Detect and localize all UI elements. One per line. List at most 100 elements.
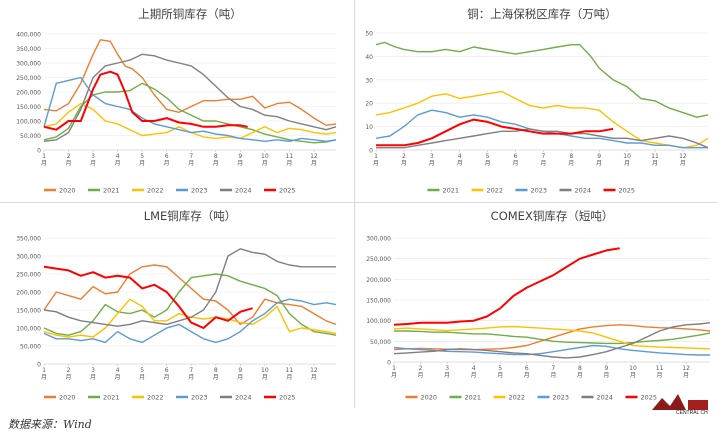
shfe-copper-chart: 上期所铜库存（吨） 0 50,000 100,000 150,000 200,000 250… xyxy=(0,0,352,200)
y-tick-label: 200,000 xyxy=(16,90,41,97)
x-tick-label: 10 月 xyxy=(623,153,631,167)
legend-label-2023: 2023 xyxy=(191,394,208,402)
series-line-2024 xyxy=(376,128,709,149)
comex-copper-chart: COMEX铜库存（短吨） 0 50,000 100,000 150,000 200,000… xyxy=(358,204,717,408)
company-logo-text: CENTRAL CH xyxy=(676,410,708,416)
y-tick-label: 250,000 xyxy=(16,272,41,279)
legend-label-2025: 2025 xyxy=(619,187,636,195)
legend-label-2020: 2020 xyxy=(59,394,76,402)
y-tick-label: 300,000 xyxy=(16,254,41,261)
y-tick-label: 0 xyxy=(369,148,373,155)
y-tick-label: 100,000 xyxy=(16,326,41,333)
legend-label-2021: 2021 xyxy=(103,187,120,195)
series-line-2023 xyxy=(43,298,337,344)
legend-label-2021: 2021 xyxy=(443,187,460,195)
shfe-copper-chart-svg: 上期所铜库存（吨） 0 50,000 100,000 150,000 200,000 250… xyxy=(16,7,337,195)
y-tick-label: 50,000 xyxy=(370,339,391,346)
legend-label-2024: 2024 xyxy=(575,187,592,195)
y-tick-label: 150,000 xyxy=(366,298,391,305)
y-tick-label: 0 xyxy=(37,148,41,155)
y-tick-label: 100,000 xyxy=(16,119,41,126)
legend-label-2021: 2021 xyxy=(465,394,482,402)
y-tick-label: 0 xyxy=(387,360,391,367)
shanghai-bonded-copper-chart: 铜：上海保税区库存（万吨） 0 10 20 30 40 50 1 月 2 月 3 月 4 月 5 月 6 月 7 月 8 月… xyxy=(358,0,717,200)
y-tick-label: 50,000 xyxy=(20,133,41,140)
chart-title: COMEX铜库存（短吨） xyxy=(491,209,614,223)
legend-label-2022: 2022 xyxy=(147,394,164,402)
y-tick-label: 150,000 xyxy=(16,104,41,111)
x-tick-label: 10 月 xyxy=(261,153,269,167)
y-tick-label: 10 xyxy=(365,124,373,131)
series-line-2021 xyxy=(394,330,711,345)
legend-label-2023: 2023 xyxy=(553,394,570,402)
y-tick-label: 300,000 xyxy=(366,236,391,243)
chart-title: LME铜库存（吨） xyxy=(144,209,237,223)
y-tick-label: 400,000 xyxy=(16,32,41,39)
legend-label-2025: 2025 xyxy=(641,394,658,402)
vertical-divider xyxy=(354,0,355,408)
series-line-2020 xyxy=(43,39,337,127)
lme-copper-chart: LME铜库存（吨） 0 50,000 100,000 150,000 200,000 250… xyxy=(0,204,352,408)
series-line-2025 xyxy=(43,265,253,329)
series-line-2023 xyxy=(393,344,710,356)
y-tick-label: 0 xyxy=(37,362,41,369)
y-tick-label: 350,000 xyxy=(16,46,41,53)
legend-label-2021: 2021 xyxy=(103,394,120,402)
series-line-2025 xyxy=(393,247,620,326)
chart-title: 上期所铜库存（吨） xyxy=(138,7,242,21)
x-tick-label: 11 月 xyxy=(656,365,664,379)
series-line-2022 xyxy=(393,325,711,350)
series-line-2024 xyxy=(43,248,336,327)
data-source-note: 数据来源：Wind xyxy=(8,418,92,431)
series-line-2025 xyxy=(376,118,614,147)
chart-title: 铜：上海保税区库存（万吨） xyxy=(467,7,617,21)
comex-copper-chart-svg: COMEX铜库存（短吨） 0 50,000 100,000 150,000 200,000… xyxy=(366,209,711,402)
series-line-2023 xyxy=(375,109,708,149)
series-line-2021 xyxy=(375,41,709,118)
y-tick-label: 250,000 xyxy=(16,75,41,82)
series-line-2022 xyxy=(375,90,709,149)
legend-label-2024: 2024 xyxy=(597,394,614,402)
series-line-2020 xyxy=(43,264,337,326)
x-tick-label: 10 月 xyxy=(629,365,637,379)
y-tick-label: 300,000 xyxy=(16,61,41,68)
y-tick-label: 50 xyxy=(365,31,373,38)
x-tick-label: 11 月 xyxy=(286,367,294,381)
series-line-2021 xyxy=(43,273,337,336)
series-line-2023 xyxy=(43,76,337,143)
y-tick-label: 40 xyxy=(365,54,373,61)
legend-label-2020: 2020 xyxy=(59,187,76,195)
legend-label-2024: 2024 xyxy=(235,394,252,402)
legend-label-2020: 2020 xyxy=(421,394,438,402)
series-line-2025 xyxy=(43,70,248,131)
lme-copper-chart-svg: LME铜库存（吨） 0 50,000 100,000 150,000 200,000 250… xyxy=(16,209,337,402)
x-tick-label: 11 月 xyxy=(651,153,659,167)
